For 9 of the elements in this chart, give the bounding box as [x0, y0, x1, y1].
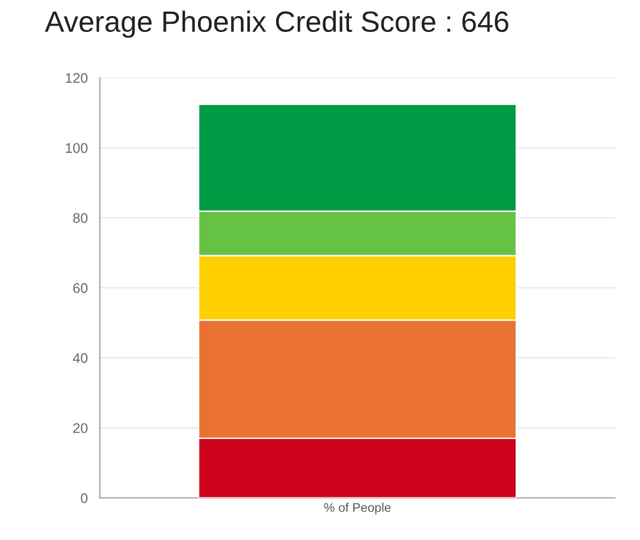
y-tick-label: 120 — [66, 73, 88, 83]
y-tick-label: 40 — [72, 353, 88, 364]
x-tick-label: % of People — [324, 502, 391, 514]
chart-title: Average Phoenix Credit Score : 646 — [44, 10, 508, 38]
y-tick-label: 80 — [73, 213, 88, 223]
y-tick-label: 60 — [73, 283, 88, 293]
y-tick-label: 0 — [80, 493, 88, 504]
y-tick-label: 100 — [66, 143, 88, 153]
y-tick-label: 20 — [73, 423, 88, 434]
